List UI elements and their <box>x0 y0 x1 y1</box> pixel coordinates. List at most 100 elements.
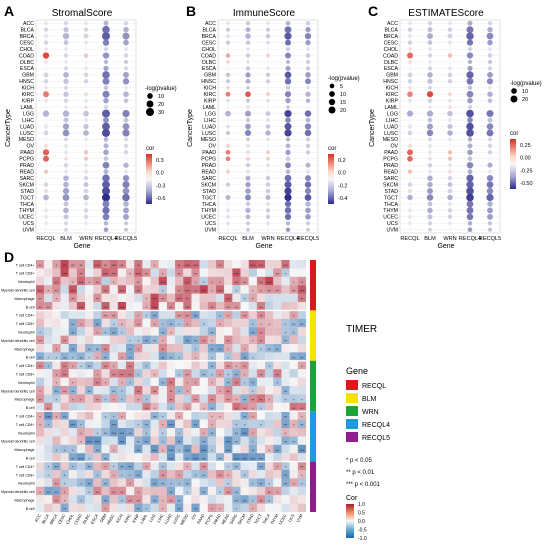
y-tick-label: LGG <box>23 111 34 117</box>
dot-point <box>467 46 473 52</box>
heatmap-cell <box>199 260 208 269</box>
dot-point <box>305 207 311 214</box>
dot-point <box>83 123 89 130</box>
dot-point <box>122 187 130 195</box>
dot-point <box>285 20 291 26</box>
significance-mark: * <box>203 322 205 327</box>
panel-b-letter: B <box>186 3 196 19</box>
dot-point <box>466 26 474 34</box>
significance-mark: * <box>97 473 99 478</box>
y-tick-label: DLBC <box>384 60 398 66</box>
dot-point <box>486 193 494 202</box>
dot-point <box>448 60 452 64</box>
dot-point <box>285 169 291 175</box>
dot-point <box>226 143 230 148</box>
significance-mark: ** <box>178 507 182 512</box>
dot-point <box>64 85 68 90</box>
heatmap-cell <box>289 402 298 412</box>
heatmap-cell <box>224 310 233 319</box>
heatmap-cell <box>207 436 217 445</box>
significance-mark: ** <box>71 330 75 335</box>
significance-mark: ** <box>137 473 141 478</box>
dot-point <box>102 52 110 59</box>
dot-point <box>102 200 110 208</box>
heatmap-cell <box>109 436 118 445</box>
heatmap-column-label: THCA <box>261 513 271 525</box>
significance-mark: ** <box>259 465 263 470</box>
heatmap-cell <box>93 411 102 420</box>
heatmap-cell <box>248 302 258 311</box>
dot-point <box>305 214 311 220</box>
heatmap-cell <box>85 503 94 513</box>
heatmap-cell <box>191 260 200 269</box>
heatmap-cell <box>256 470 266 479</box>
significance-mark: * <box>277 381 279 386</box>
significance-mark: ** <box>169 322 173 327</box>
significance-mark: * <box>170 330 172 335</box>
heatmap-cell <box>256 335 266 345</box>
heatmap-cell <box>117 327 127 336</box>
heatmap-cell <box>134 352 143 361</box>
significance-mark: ** <box>104 263 108 268</box>
heatmap-cell <box>289 318 298 328</box>
x-tick-label: WRN <box>79 236 92 242</box>
dot-point <box>102 39 110 46</box>
dot-point <box>123 162 129 168</box>
heatmap-cell <box>150 327 159 336</box>
heatmap-cell <box>297 402 307 412</box>
significance-mark: *** <box>79 456 84 461</box>
dot-point <box>266 60 270 64</box>
dot-point <box>63 91 69 97</box>
significance-mark: ** <box>129 356 133 361</box>
dot-point <box>102 25 110 34</box>
dot-point <box>448 118 452 122</box>
significance-mark: *** <box>169 456 174 461</box>
heatmap-cell <box>109 260 118 269</box>
dot-point <box>305 150 311 155</box>
heatmap-cell <box>191 369 200 378</box>
heatmap-cell <box>134 276 143 286</box>
heatmap-cell <box>166 428 176 437</box>
significance-mark: * <box>178 389 180 394</box>
heatmap-cell <box>216 428 225 437</box>
panel-b-color-ticks: 0.20.0-0.2-0.4 <box>338 158 347 202</box>
y-tick-label: HNSC <box>19 79 34 85</box>
heatmap-cell <box>52 260 61 269</box>
heatmap-cell <box>150 402 159 412</box>
significance-mark: ** <box>79 263 83 268</box>
heatmap-cell <box>101 478 110 487</box>
dot-point <box>486 175 494 182</box>
y-tick-label: KIRC <box>22 92 35 98</box>
heatmap-cell <box>166 444 176 454</box>
heatmap-cell <box>52 495 61 504</box>
heatmap-cell <box>216 402 225 412</box>
significance-mark: * <box>39 414 41 419</box>
heatmap-cell <box>240 495 249 504</box>
heatmap-cell <box>109 470 118 479</box>
heatmap-cell <box>273 402 282 412</box>
heatmap-cell <box>183 369 192 378</box>
heatmap-cell <box>44 394 53 403</box>
significance-mark: * <box>129 473 131 478</box>
dot-point <box>486 187 494 195</box>
dot-point <box>406 110 414 117</box>
dot-point <box>123 98 129 104</box>
significance-mark: * <box>56 372 58 377</box>
dot-point <box>103 46 109 52</box>
significance-mark: *** <box>169 448 174 453</box>
significance-mark: ** <box>153 482 157 487</box>
dot-point <box>245 163 251 168</box>
significance-mark: * <box>56 414 58 419</box>
dot-point <box>62 129 70 137</box>
significance-mark: ** <box>137 498 141 503</box>
significance-mark: ** <box>120 372 124 377</box>
significance-mark: ** <box>276 448 280 453</box>
heatmap-cell <box>52 293 61 303</box>
significance-mark: *** <box>46 414 51 419</box>
significance-mark: ** <box>137 507 141 512</box>
significance-mark: * <box>64 482 66 487</box>
heatmap-cell <box>134 495 143 504</box>
heatmap-cell <box>273 478 282 487</box>
significance-mark: * <box>80 431 82 436</box>
significance-mark: * <box>64 490 66 495</box>
